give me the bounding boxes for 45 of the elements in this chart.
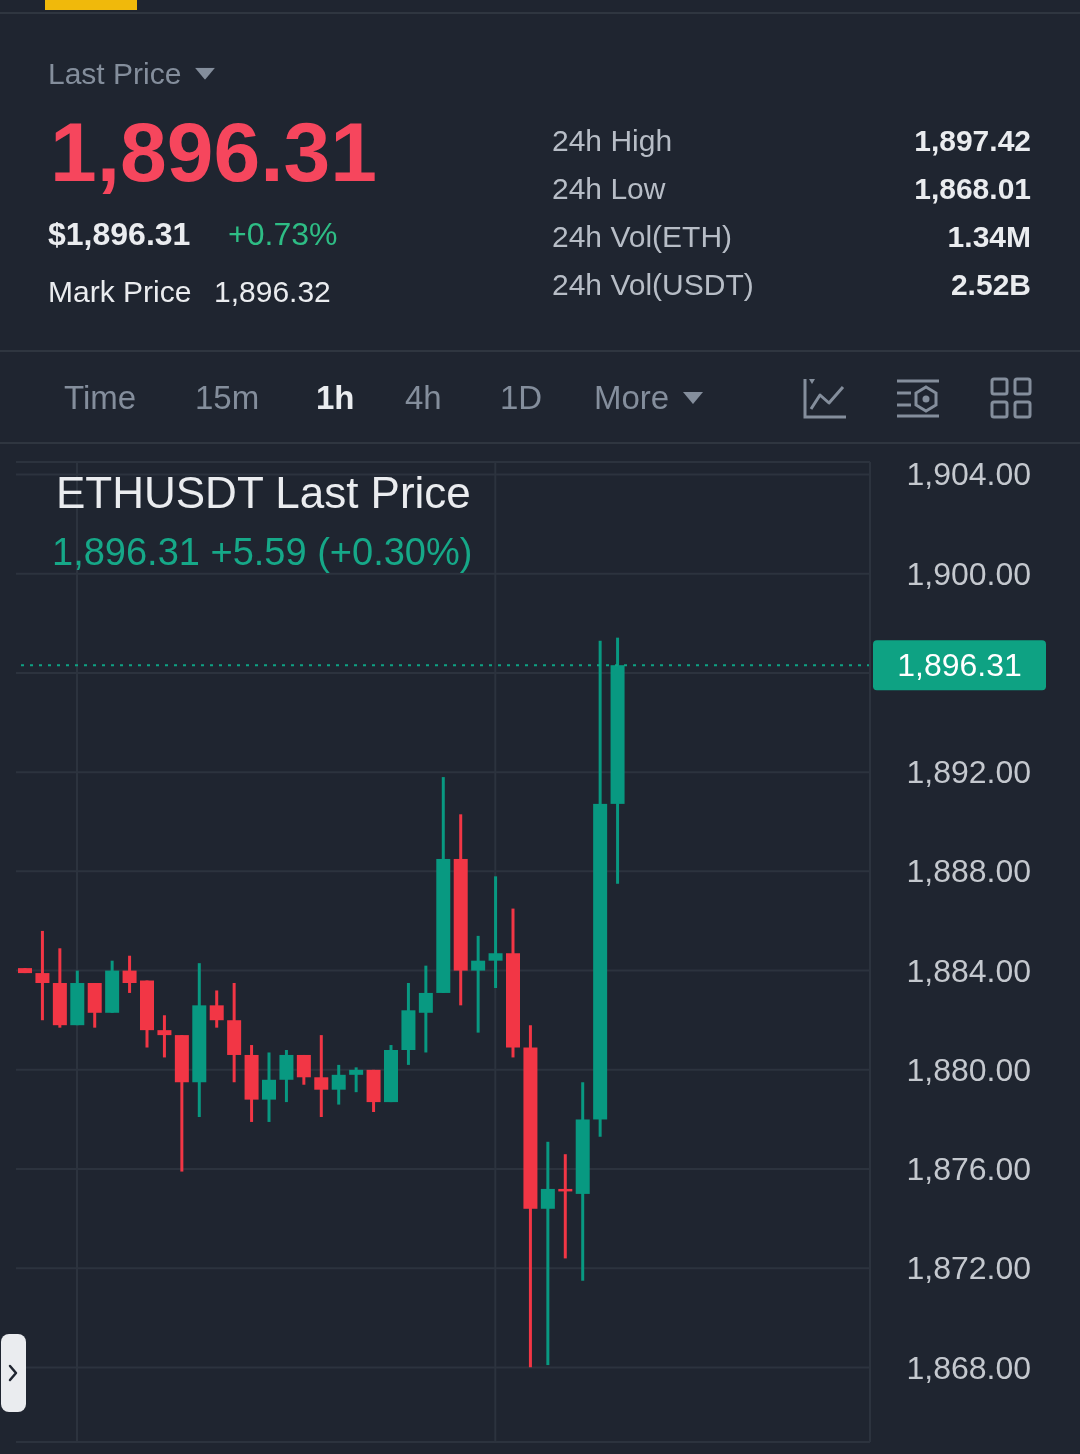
text: 15m — [195, 379, 260, 417]
text: 4h — [405, 379, 442, 417]
text: 1.34M — [947, 219, 1031, 255]
text: 24h Low — [552, 171, 666, 207]
y-tick-label: 1,884.00 — [906, 952, 1031, 989]
text: 2.52B — [950, 267, 1031, 303]
y-tick-label: 1,904.00 — [906, 456, 1031, 493]
y-tick-label: 1,876.00 — [906, 1151, 1031, 1188]
y-tick-label: 1,892.00 — [906, 754, 1031, 791]
candlestick — [314, 1035, 329, 1117]
candlestick — [418, 965, 433, 1053]
text: 24h Vol(USDT) — [552, 267, 754, 303]
ref-line-label: 1,896.31 — [897, 647, 1022, 684]
candlestick — [35, 929, 50, 1022]
y-tick-label: 1,868.00 — [906, 1349, 1031, 1386]
candlestick — [349, 1067, 364, 1094]
text: 24h Vol(ETH) — [552, 219, 733, 255]
text: 24h High — [552, 123, 673, 159]
candlestick — [209, 990, 224, 1028]
chart-title: ETHUSDT Last Price — [56, 468, 471, 518]
candlestick — [471, 934, 486, 1033]
text: Time — [64, 379, 137, 417]
text: 1,896.31 +5.59 (+0.30%) — [52, 530, 473, 574]
y-tick-label: 1,872.00 — [906, 1250, 1031, 1287]
text: $1,896.31 — [48, 215, 191, 253]
text: 1,897.42 — [914, 123, 1031, 159]
text: 1,896.31 — [50, 103, 377, 201]
candlestick — [262, 1052, 276, 1122]
text: More — [594, 379, 670, 417]
text: 1,868.01 — [914, 171, 1031, 207]
text: Last Price — [48, 56, 182, 92]
text: 1,896.32 — [214, 274, 331, 310]
candlestick — [122, 955, 137, 993]
y-tick-label: 1,880.00 — [906, 1051, 1031, 1088]
candlestick — [488, 876, 503, 988]
text: 1D — [500, 379, 543, 417]
candlestick — [331, 1063, 346, 1105]
candlestick — [157, 1015, 172, 1058]
y-tick-label: 1,900.00 — [906, 555, 1031, 592]
candlestick — [540, 1140, 555, 1367]
text: 1h — [316, 379, 355, 417]
candlestick — [296, 1053, 311, 1085]
text: +0.73% — [228, 215, 338, 253]
text: Mark Price — [48, 274, 192, 310]
y-tick-label: 1,888.00 — [906, 853, 1031, 890]
